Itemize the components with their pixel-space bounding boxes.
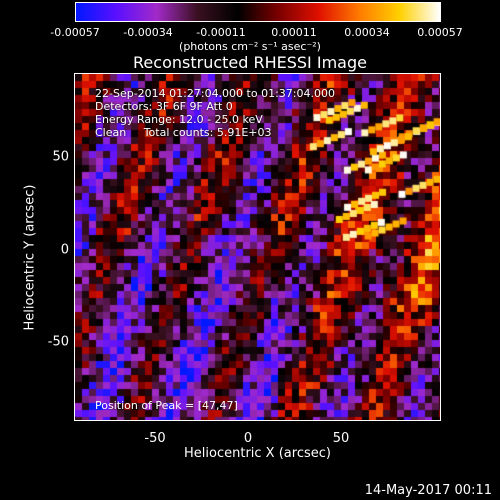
colorbar-tick: 0.00011 (271, 26, 317, 39)
colorbar-tick: -0.00011 (196, 26, 246, 39)
x-tick-label: 0 (243, 431, 253, 446)
colorbar (75, 2, 441, 22)
x-tick-label: 50 (332, 431, 350, 446)
y-tick-label: -50 (47, 334, 69, 350)
time-range-label: 22-Sep-2014 01:27:04.000 to 01:37:04.000 (95, 87, 335, 100)
y-axis-label: Heliocentric Y (arcsec) (22, 184, 38, 331)
energy-range-label: Energy Range: 12.0 - 25.0 keV (95, 113, 263, 126)
timestamp: 14-May-2017 00:11 (364, 483, 492, 498)
y-tick-label: 0 (60, 242, 69, 258)
colorbar-tick: 0.00034 (344, 26, 390, 39)
colorbar-tick: -0.00057 (50, 26, 100, 39)
detectors-label: Detectors: 3F 6F 9F Att 0 (95, 100, 233, 113)
image-title: Reconstructed RHESSI Image (133, 53, 367, 72)
colorbar-tick: -0.00034 (123, 26, 173, 39)
image-plot: 22-Sep-2014 01:27:04.000 to 01:37:04.000… (74, 73, 441, 421)
peak-position-label: Position of Peak = [47,47] (95, 399, 238, 412)
x-tick-label: -50 (144, 431, 166, 446)
colorbar-tick: 0.00057 (417, 26, 463, 39)
colorbar-units: (photons cm⁻² s⁻¹ asec⁻²) (179, 40, 321, 53)
clean-counts-label: Clean Total counts: 5.91E+03 (95, 126, 272, 139)
x-axis-label: Heliocentric X (arcsec) (184, 446, 331, 461)
y-tick-label: 50 (52, 149, 69, 165)
rhessi-intensity-map (75, 74, 440, 420)
